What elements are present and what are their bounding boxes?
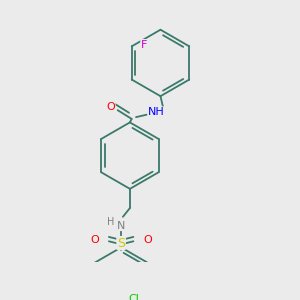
Text: H: H [107, 217, 114, 227]
Text: N: N [117, 220, 125, 231]
Text: NH: NH [148, 107, 164, 117]
Text: F: F [141, 40, 147, 50]
Text: O: O [91, 235, 99, 244]
Text: S: S [117, 236, 125, 250]
Text: O: O [106, 102, 115, 112]
Text: O: O [143, 235, 152, 244]
Text: Cl: Cl [128, 294, 139, 300]
